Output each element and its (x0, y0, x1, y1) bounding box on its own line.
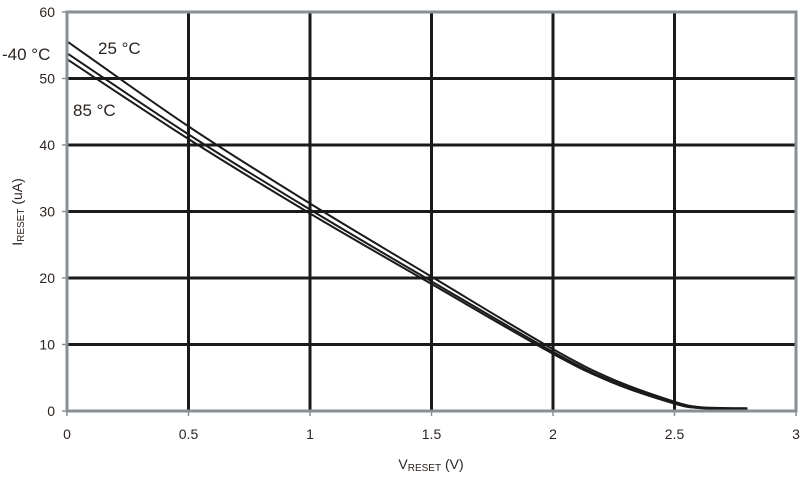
x-tick-label: 2 (549, 426, 557, 442)
x-tick-label: 1 (306, 426, 314, 442)
y-tick-label: 40 (39, 137, 55, 153)
x-tick-label: 0.5 (179, 426, 199, 442)
x-tick-label: 3 (792, 426, 800, 442)
y-tick-label: 0 (47, 403, 55, 419)
series-line-1 (66, 52, 748, 410)
x-axis-label: VRESET (V) (398, 456, 463, 473)
series-line-0 (66, 40, 748, 410)
series-line-2 (66, 58, 748, 410)
y-tick-label: 60 (39, 4, 55, 20)
series-lines (66, 40, 748, 410)
y-tick-label: 30 (39, 204, 55, 220)
annotation-minus40c: -40 °C (2, 45, 50, 64)
y-tick-label: 10 (39, 337, 55, 353)
annotation-25c: 25 °C (98, 39, 141, 58)
annotation-85c: 85 °C (73, 101, 116, 120)
plot-frame (62, 10, 798, 416)
x-tick-label: 2.5 (665, 426, 685, 442)
x-tick-label: 0 (63, 426, 71, 442)
x-tick-label: 1.5 (422, 426, 442, 442)
grid-lines (67, 12, 796, 411)
plot-border (65, 10, 798, 413)
x-tick-labels: 0 0.5 1 1.5 2 2.5 3 (63, 426, 800, 442)
y-axis-label: IRESET (uA) (9, 178, 27, 246)
y-tick-label: 50 (39, 71, 55, 87)
y-tick-label: 20 (39, 270, 55, 286)
y-tick-labels: 0 10 20 30 40 50 60 (39, 4, 55, 419)
